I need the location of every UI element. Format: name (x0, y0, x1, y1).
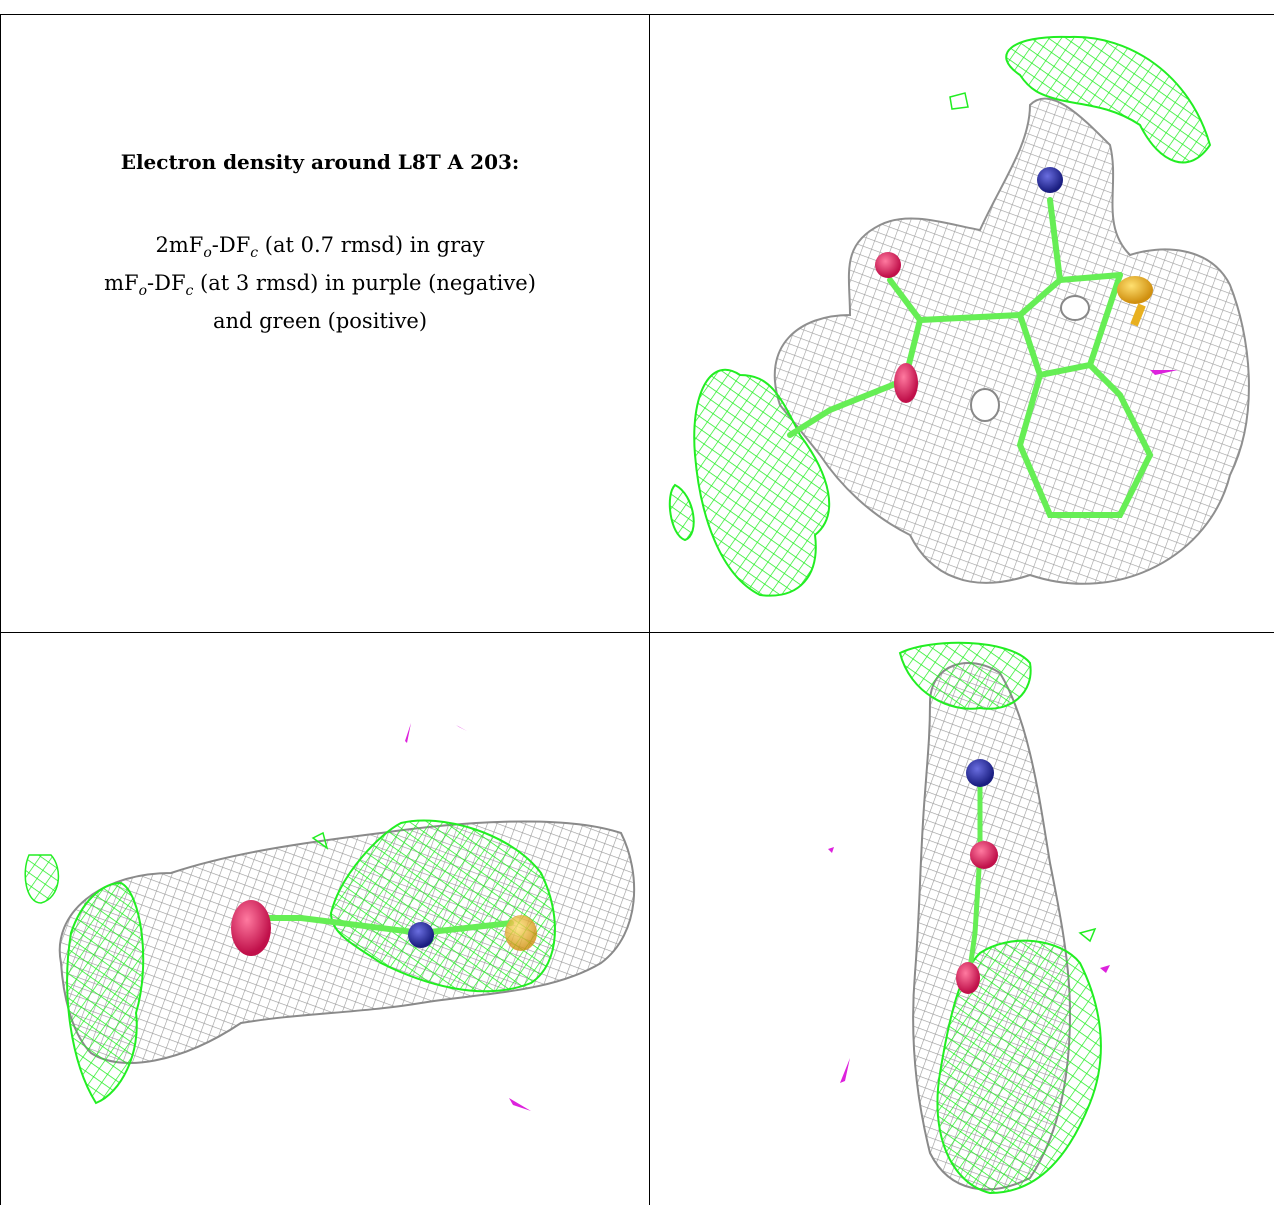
caption-line-green: and green (positive) (212, 309, 428, 334)
density-map-front-icon (668, 35, 1250, 597)
table-middle-border (0, 632, 1274, 633)
caption-cell: Electron density around L8T A 203: 2mFo-… (20, 150, 620, 336)
table-center-border (649, 14, 650, 1205)
top-right-view (650, 15, 1274, 632)
bottom-left-view (1, 633, 649, 1205)
bottom-right-view (650, 633, 1274, 1205)
caption-line-purple-green: mFo-DFc (at 3 rmsd) in purple (negative) (104, 271, 536, 300)
caption-line-gray: 2mFo-DFc (at 0.7 rmsd) in gray (155, 233, 485, 262)
density-map-side-icon (24, 723, 636, 1111)
figure-title: Electron density around L8T A 203: (120, 150, 520, 174)
table-left-border (0, 14, 1, 1205)
density-map-edge-icon (828, 641, 1110, 1195)
table-top-border (0, 14, 1274, 15)
